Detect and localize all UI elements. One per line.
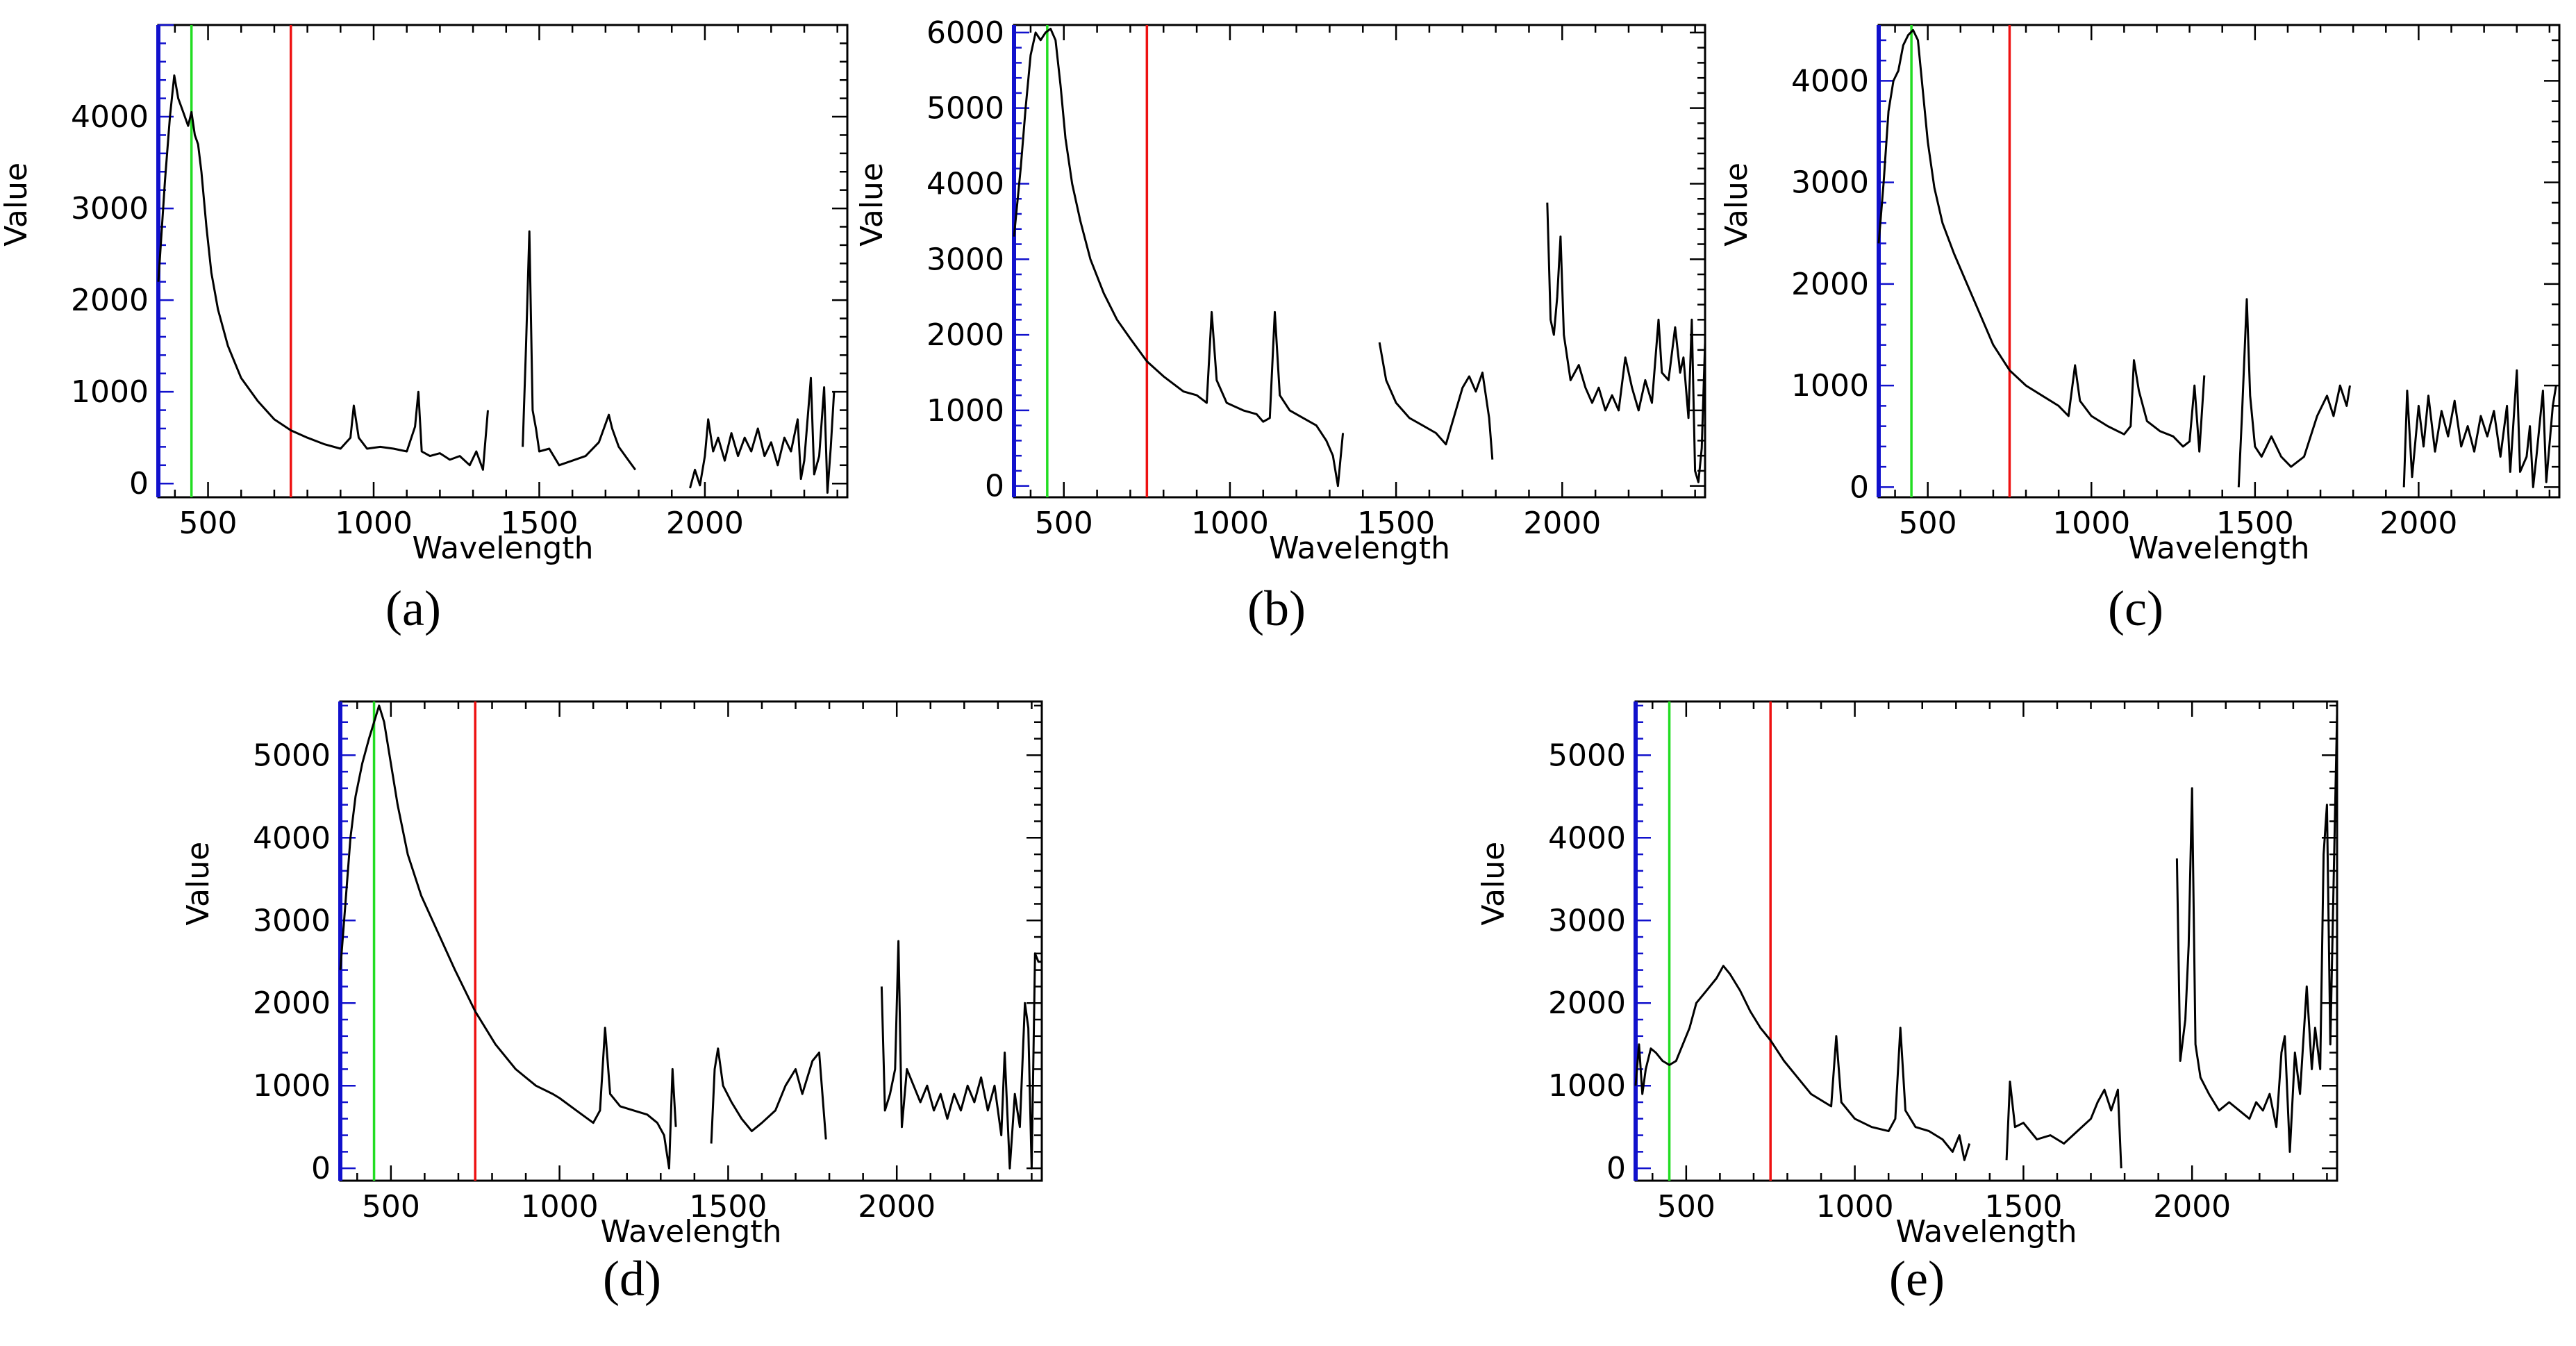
x-tick-label: 500: [1899, 506, 1957, 541]
y-tick-label: 1000: [1548, 1068, 1626, 1104]
x-tick-label: 1000: [2052, 506, 2130, 541]
spectrum-segment-1: [157, 74, 489, 471]
y-tick-label: 0: [1850, 470, 1869, 505]
chart-panel-a: 500 1000 1500 2000 0 1000 2000 3000 4000 Waveleng…: [0, 24, 849, 636]
y-tick-label: 3000: [1548, 903, 1626, 938]
spectrum-segment-1: [1877, 28, 2206, 453]
y-tick-label: 5000: [926, 91, 1004, 126]
y-tick-label: 3000: [71, 191, 149, 226]
x-tick-label: 2000: [1523, 506, 1601, 541]
spectrum-segment-3: [880, 940, 1042, 1170]
y-tick-label: 1000: [253, 1068, 331, 1104]
x-axis-title: Wavelength: [600, 1214, 781, 1249]
spectrum-segment-3: [2175, 713, 2338, 1153]
y-tick-label: 6000: [926, 15, 1004, 51]
x-tick-label: 500: [1657, 1189, 1715, 1224]
y-axis-title: Value: [1476, 842, 1511, 926]
y-tick-label: 2000: [1791, 267, 1869, 302]
x-tick-label: 1500: [689, 1189, 767, 1224]
spectrum-segment-2: [710, 1047, 827, 1144]
spectrum-segment-2: [2237, 298, 2351, 488]
spectrum-segment-2: [2005, 1080, 2122, 1169]
y-tick-label: 0: [1606, 1151, 1626, 1186]
y-tick-label: 0: [129, 466, 149, 501]
x-tick-label: 1500: [1357, 506, 1435, 541]
spectrum-segment-1: [1634, 965, 1971, 1161]
panel-caption: (c): [2108, 581, 2163, 636]
x-tick-label: 1500: [2216, 506, 2294, 541]
x-tick-label: 2000: [858, 1189, 936, 1224]
x-axis-title: Wavelength: [2128, 531, 2309, 566]
y-tick-label: 2000: [71, 283, 149, 318]
y-tick-label: 2000: [1548, 986, 1626, 1021]
y-axis-title: Value: [854, 163, 890, 247]
y-tick-label: 4000: [1548, 820, 1626, 856]
spectrum-segment-3: [689, 376, 836, 494]
chart-panel-d: 500 1000 1500 2000 0 1000 2000 3000 4000 5000 Wave…: [181, 700, 1043, 1306]
spectrum-segment-3: [1546, 202, 1706, 483]
chart-panel-c: 500 1000 1500 2000 0 1000 2000 3000 4000 Waveleng…: [1719, 24, 2561, 636]
y-tick-label: 0: [985, 469, 1004, 504]
panel-caption: (b): [1247, 581, 1306, 636]
plot-frame: [1013, 24, 1706, 499]
y-tick-label: 1000: [1791, 368, 1869, 404]
panel-caption: (e): [1889, 1251, 1945, 1306]
y-tick-label: 1000: [926, 393, 1004, 429]
y-axis-title: Value: [0, 163, 34, 247]
x-tick-label: 500: [1035, 506, 1093, 541]
spectrum-segment-3: [2402, 369, 2557, 488]
spectrum-segment-2: [522, 230, 637, 471]
chart-panel-e: 500 1000 1500 2000 0 1000 2000 3000 4000 5000 Wave…: [1476, 700, 2338, 1306]
spectrum-segment-2: [1378, 342, 1494, 460]
x-tick-label: 2000: [2379, 506, 2457, 541]
plot-frame: [157, 24, 849, 499]
x-tick-label: 500: [179, 506, 238, 541]
y-axis-title: Value: [181, 842, 216, 926]
x-tick-label: 2000: [2153, 1189, 2231, 1224]
x-tick-label: 1000: [335, 506, 413, 541]
spectrum-segment-1: [339, 704, 677, 1170]
y-tick-label: 4000: [71, 99, 149, 135]
y-tick-label: 4000: [253, 820, 331, 856]
x-tick-label: 1500: [1984, 1189, 2062, 1224]
y-axis-title: Value: [1719, 163, 1754, 247]
x-axis-title: Wavelength: [1269, 531, 1450, 566]
x-tick-label: 1000: [521, 1189, 599, 1224]
plot-frame: [1877, 24, 2561, 499]
x-tick-label: 500: [362, 1189, 420, 1224]
plot-frame: [339, 700, 1043, 1182]
panel-caption: (d): [603, 1251, 661, 1306]
x-tick-label: 2000: [666, 506, 744, 541]
chart-panel-b: 500 1000 1500 2000 0 1000 2000 3000 4000 5000 6000…: [854, 15, 1706, 636]
panel-caption: (a): [385, 581, 441, 636]
y-tick-label: 1000: [71, 374, 149, 410]
y-tick-label: 5000: [253, 738, 331, 773]
y-tick-label: 5000: [1548, 738, 1626, 773]
x-tick-label: 1500: [500, 506, 578, 541]
spectrum-segment-1: [1013, 27, 1345, 488]
x-tick-label: 1000: [1816, 1189, 1894, 1224]
y-tick-label: 3000: [253, 903, 331, 938]
y-tick-label: 2000: [926, 317, 1004, 353]
x-axis-title: Wavelength: [412, 531, 593, 566]
y-tick-label: 2000: [253, 986, 331, 1021]
y-tick-label: 4000: [1791, 63, 1869, 99]
y-tick-label: 4000: [926, 166, 1004, 201]
x-tick-label: 1000: [1191, 506, 1269, 541]
plot-frame: [1634, 700, 2338, 1182]
y-tick-label: 3000: [926, 242, 1004, 277]
y-tick-label: 0: [311, 1151, 331, 1186]
x-axis-title: Wavelength: [1895, 1214, 2077, 1249]
y-tick-label: 3000: [1791, 165, 1869, 201]
